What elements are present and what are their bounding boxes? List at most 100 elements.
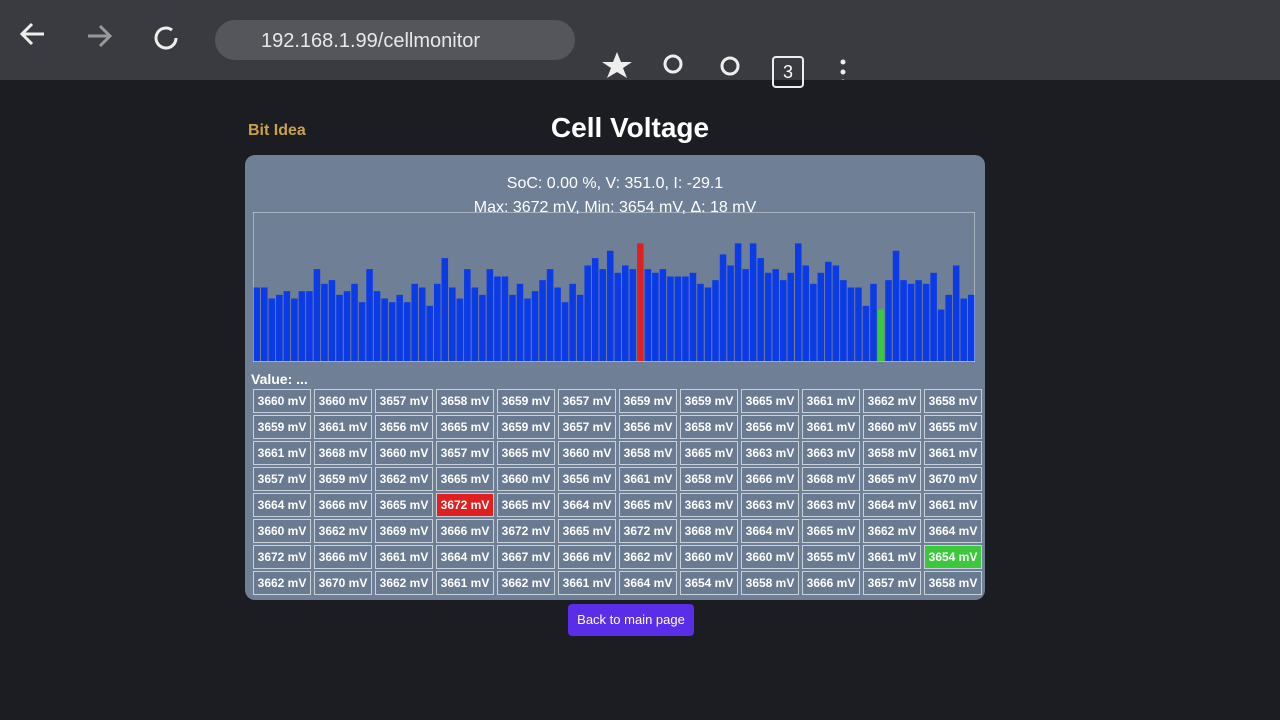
cell-bar[interactable]: [418, 287, 426, 362]
cell-bar[interactable]: [599, 269, 606, 361]
cell-bar[interactable]: [388, 302, 396, 361]
cell-bar[interactable]: [396, 294, 403, 361]
cell-bar[interactable]: [840, 280, 847, 361]
cell-bar[interactable]: [358, 302, 366, 361]
cell-bar[interactable]: [313, 269, 321, 361]
cell-bar[interactable]: [479, 294, 486, 361]
back-icon[interactable]: [19, 22, 44, 46]
cell-bar[interactable]: [539, 280, 546, 361]
cell-bar[interactable]: [546, 269, 554, 361]
cell-bar[interactable]: [343, 291, 351, 361]
cell-bar[interactable]: [426, 305, 433, 361]
cell-bar[interactable]: [945, 294, 952, 361]
cell-bar[interactable]: [727, 265, 734, 361]
cell-bar[interactable]: [817, 272, 825, 361]
cell-bar[interactable]: [937, 309, 945, 361]
tab-count[interactable]: 3: [772, 56, 804, 88]
cell-bar[interactable]: [366, 269, 373, 361]
cell-bar[interactable]: [915, 280, 922, 361]
cell-bar[interactable]: [810, 283, 817, 361]
cell-bar[interactable]: [576, 294, 584, 361]
cell-bar[interactable]: [907, 283, 915, 361]
cell-bar[interactable]: [644, 269, 652, 361]
cell-bar[interactable]: [614, 272, 622, 361]
cell-bar[interactable]: [825, 261, 832, 361]
cell-bar[interactable]: [779, 280, 787, 361]
cell-bar[interactable]: [734, 243, 742, 361]
cell-bar[interactable]: [855, 287, 862, 362]
cell-bar[interactable]: [704, 287, 712, 362]
cell-bar[interactable]: [584, 265, 591, 361]
cell-bar[interactable]: [802, 265, 810, 361]
zoom-out-icon[interactable]: [663, 54, 683, 74]
cell-bar[interactable]: [434, 283, 441, 361]
cell-bar[interactable]: [328, 280, 336, 361]
cell-bar[interactable]: [569, 283, 576, 361]
cell-bar[interactable]: [749, 243, 757, 361]
cell-bar[interactable]: [268, 298, 276, 361]
cell-bar[interactable]: [554, 287, 561, 362]
cell-bar[interactable]: [629, 269, 637, 361]
zoom-in-icon[interactable]: [720, 56, 740, 76]
cell-bar[interactable]: [922, 283, 930, 361]
cell-bar[interactable]: [298, 291, 306, 361]
cell-bar[interactable]: [456, 298, 464, 361]
cell-bar[interactable]: [870, 283, 877, 361]
cell-bar[interactable]: [659, 269, 667, 361]
cell-bar[interactable]: [501, 276, 509, 361]
cell-bar[interactable]: [606, 250, 614, 361]
cell-bar[interactable]: [261, 287, 268, 362]
menu-icon[interactable]: [840, 59, 846, 65]
cell-bar[interactable]: [561, 302, 569, 361]
cell-bar[interactable]: [667, 276, 674, 361]
cell-bar[interactable]: [795, 243, 802, 361]
cell-bar[interactable]: [449, 287, 456, 362]
cell-bar[interactable]: [524, 298, 531, 361]
address-bar[interactable]: 192.168.1.99/cellmonitor: [215, 20, 575, 60]
cell-bar[interactable]: [900, 280, 907, 361]
cell-bar[interactable]: [930, 272, 937, 361]
cell-bar[interactable]: [411, 283, 418, 361]
cell-bar[interactable]: [336, 294, 343, 361]
cell-bar[interactable]: [253, 287, 261, 362]
forward-icon[interactable]: [88, 24, 113, 48]
cell-bar[interactable]: [892, 250, 900, 361]
cell-bar[interactable]: [712, 280, 719, 361]
bookmark-icon[interactable]: [602, 52, 632, 78]
cell-bar[interactable]: [832, 265, 840, 361]
cell-bar[interactable]: [847, 287, 855, 362]
cell-bar[interactable]: [509, 294, 516, 361]
cell-bar[interactable]: [494, 276, 501, 361]
menu-icon[interactable]: [841, 79, 846, 81]
cell-bar[interactable]: [471, 287, 479, 362]
cell-bar[interactable]: [757, 258, 764, 361]
cell-bar[interactable]: [516, 283, 524, 361]
cell-bar[interactable]: [276, 294, 283, 361]
cell-bar[interactable]: [960, 298, 967, 361]
cell-bar[interactable]: [486, 269, 494, 361]
cell-bar[interactable]: [772, 269, 779, 361]
cell-bar[interactable]: [441, 258, 449, 361]
cell-bar[interactable]: [637, 243, 644, 361]
cell-bar[interactable]: [885, 280, 892, 361]
cell-bar[interactable]: [742, 269, 749, 361]
cell-bar[interactable]: [967, 294, 975, 361]
cell-bar[interactable]: [291, 298, 298, 361]
cell-bar[interactable]: [689, 272, 697, 361]
cell-bar[interactable]: [674, 276, 682, 361]
cell-bar[interactable]: [464, 269, 471, 361]
cell-bar[interactable]: [697, 283, 704, 361]
cell-bar[interactable]: [351, 283, 358, 361]
menu-icon[interactable]: [840, 69, 846, 75]
reload-icon[interactable]: [154, 26, 178, 50]
cell-bar[interactable]: [381, 298, 388, 361]
back-button[interactable]: Back to main page: [568, 604, 694, 636]
cell-bar[interactable]: [321, 283, 328, 361]
cell-bar[interactable]: [862, 305, 870, 361]
cell-bar[interactable]: [531, 291, 539, 361]
cell-bar[interactable]: [591, 258, 599, 361]
cell-bar[interactable]: [877, 309, 885, 361]
cell-bar[interactable]: [622, 265, 629, 361]
cell-bar[interactable]: [952, 265, 960, 361]
cell-bar[interactable]: [682, 276, 689, 361]
